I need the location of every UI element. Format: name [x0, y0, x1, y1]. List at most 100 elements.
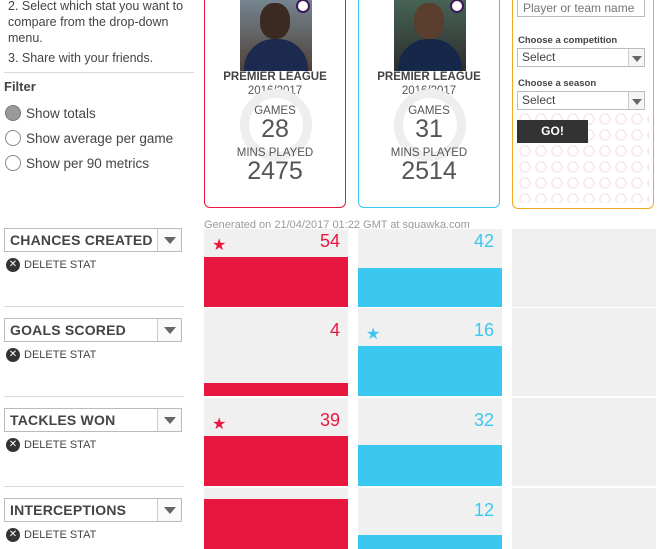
radio-label: Show average per game — [26, 130, 174, 146]
radio-show-per-90[interactable]: Show per 90 metrics — [5, 154, 149, 172]
radio-label: Show totals — [26, 105, 96, 121]
radio-button-checked[interactable] — [5, 105, 21, 121]
delete-stat-label: DELETE STAT — [24, 439, 97, 451]
stat-value: 4 — [329, 320, 340, 340]
competition-select[interactable]: Select — [517, 48, 645, 67]
games-value: 28 — [261, 115, 289, 143]
stat-value: 42 — [473, 231, 494, 251]
season-select-value: Select — [522, 93, 556, 107]
stat-value: 16 — [473, 320, 494, 340]
stat-select-value: INTERCEPTIONS — [10, 502, 127, 518]
stat-select[interactable]: GOALS SCORED — [4, 318, 182, 342]
instructions: 2. Select which stat you want to compare… — [8, 0, 194, 70]
stat-select-value: GOALS SCORED — [10, 322, 126, 338]
star-icon: ★ — [212, 237, 227, 254]
stat-select[interactable]: INTERCEPTIONS — [4, 498, 182, 522]
chevron-down-icon[interactable] — [157, 229, 181, 251]
season-label: Choose a season — [518, 78, 597, 89]
instruction-step-2: 2. Select which stat you want to compare… — [8, 0, 184, 45]
filter-title: Filter — [4, 79, 36, 94]
delete-stat-button[interactable]: ✕ DELETE STAT — [6, 258, 96, 272]
radio-button[interactable] — [5, 130, 21, 146]
stat-bar-fill — [358, 445, 502, 486]
player-search-input[interactable] — [517, 0, 645, 17]
close-icon[interactable]: ✕ — [6, 348, 20, 362]
competition-select-value: Select — [522, 50, 556, 64]
delete-stat-label: DELETE STAT — [24, 259, 97, 271]
stat-bar-fill — [358, 268, 502, 307]
premier-league-logo-icon — [296, 0, 310, 13]
delete-stat-button[interactable]: ✕ DELETE STAT — [6, 348, 96, 362]
delete-stat-label: DELETE STAT — [24, 349, 97, 361]
stat-value: 39 — [319, 410, 340, 430]
mins-value: 2514 — [401, 157, 457, 185]
stat-bar-fill — [358, 346, 502, 396]
games-label: GAMES — [408, 105, 450, 117]
chevron-down-icon[interactable] — [157, 409, 181, 431]
stat-box-player-1: ★ 54 — [204, 229, 348, 307]
stat-box-empty — [512, 229, 656, 307]
mins-label: MINS PLAYED — [390, 147, 468, 159]
star-icon: ★ — [212, 416, 227, 433]
stat-select-value: TACKLES WON — [10, 412, 116, 428]
player-photo — [240, 0, 312, 71]
mins-label: MINS PLAYED — [236, 147, 314, 159]
stat-value: 54 — [319, 231, 340, 251]
close-icon[interactable]: ✕ — [6, 258, 20, 272]
stat-select[interactable]: CHANCES CREATED — [4, 228, 182, 252]
close-icon[interactable]: ✕ — [6, 528, 20, 542]
search-panel: Choose a competition Select Choose a sea… — [512, 0, 654, 209]
generated-note: Generated on 21/04/2017 01:22 GMT at squ… — [204, 219, 470, 231]
premier-league-logo-icon — [450, 0, 464, 13]
stat-box-empty — [512, 398, 656, 486]
mins-value: 2475 — [247, 157, 303, 185]
ring-decoration — [394, 89, 466, 161]
divider — [4, 396, 184, 397]
stat-select[interactable]: TACKLES WON — [4, 408, 182, 432]
player-card-1: PREMIER LEAGUE 2016/2017 GAMES 28 MINS P… — [204, 0, 346, 208]
player-league: PREMIER LEAGUE — [377, 71, 481, 83]
divider — [4, 306, 184, 307]
games-label: GAMES — [254, 105, 296, 117]
delete-stat-button[interactable]: ✕ DELETE STAT — [6, 528, 96, 542]
stat-box-empty — [512, 488, 656, 549]
player-league: PREMIER LEAGUE — [223, 71, 327, 83]
stat-box-player-2: ★ 32 — [358, 398, 502, 486]
chevron-down-icon[interactable] — [628, 49, 644, 66]
player-card-2: PREMIER LEAGUE 2016/2017 GAMES 31 MINS P… — [358, 0, 500, 208]
instruction-step-3: 3. Share with your friends. — [8, 51, 154, 65]
stat-box-player-2: ★ 12 — [358, 488, 502, 549]
player-photo — [394, 0, 466, 71]
star-icon: ★ — [366, 326, 381, 343]
stat-bar-fill — [204, 499, 348, 549]
stat-bar-fill — [204, 383, 348, 396]
competition-label: Choose a competition — [518, 35, 618, 46]
games-value: 31 — [415, 115, 443, 143]
chevron-down-icon[interactable] — [157, 499, 181, 521]
stat-box-empty — [512, 308, 656, 396]
stat-box-player-1: ★ 39 — [204, 398, 348, 486]
stat-box-player-1: ★ 41 — [204, 488, 348, 549]
stat-box-player-2: ★ 42 — [358, 229, 502, 307]
divider — [4, 72, 194, 73]
radio-show-totals[interactable]: Show totals — [5, 104, 96, 122]
stat-bar-fill — [204, 436, 348, 486]
chevron-down-icon[interactable] — [628, 92, 644, 109]
stat-select-value: CHANCES CREATED — [10, 232, 153, 248]
ring-decoration — [240, 89, 312, 161]
chevron-down-icon[interactable] — [157, 319, 181, 341]
radio-show-average[interactable]: Show average per game — [5, 129, 173, 147]
delete-stat-button[interactable]: ✕ DELETE STAT — [6, 438, 96, 452]
stat-box-player-2: ★ 16 — [358, 308, 502, 396]
stat-box-player-1: ★ 4 — [204, 308, 348, 396]
stat-value: 32 — [473, 410, 494, 430]
radio-button[interactable] — [5, 155, 21, 171]
go-button[interactable]: GO! — [517, 120, 588, 143]
stat-bar-fill — [204, 257, 348, 307]
season-select[interactable]: Select — [517, 91, 645, 110]
close-icon[interactable]: ✕ — [6, 438, 20, 452]
divider — [4, 486, 184, 487]
stat-value: 12 — [473, 500, 494, 520]
delete-stat-label: DELETE STAT — [24, 529, 97, 541]
stat-bar-fill — [358, 535, 502, 549]
